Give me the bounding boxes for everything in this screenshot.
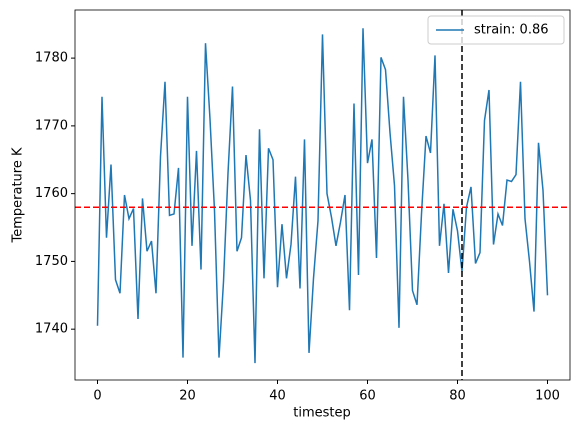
legend-box [427, 15, 565, 45]
y-tick-label: 1780 [35, 51, 68, 66]
y-tick-label: 1770 [35, 118, 68, 133]
axes-frame [74, 9, 571, 381]
x-tick-label: 60 [359, 389, 376, 404]
y-tick-label: 1750 [35, 254, 68, 269]
y-tick-label: 1740 [35, 322, 68, 337]
x-tick-label: 40 [269, 389, 286, 404]
x-tick-label: 0 [93, 389, 101, 404]
x-tick-label: 100 [535, 389, 560, 404]
x-tick-label: 20 [179, 389, 196, 404]
y-axis-label: Temperature K [11, 147, 26, 243]
y-tick-label: 1760 [35, 186, 68, 201]
x-axis-label: timestep [293, 406, 351, 421]
line [96, 28, 549, 364]
x-tick-label: 80 [449, 389, 466, 404]
legend-label: strain: 0.86 [474, 23, 549, 38]
